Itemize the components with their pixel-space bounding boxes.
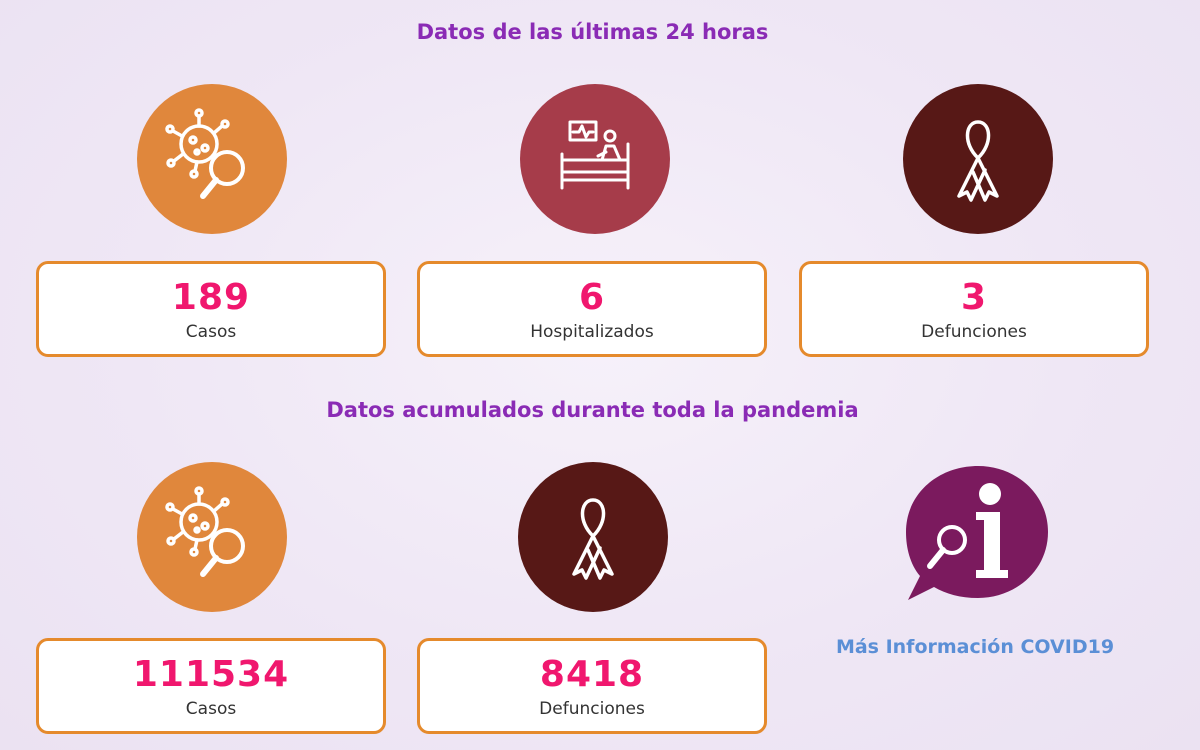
deaths-24h-value: 3 [960, 277, 988, 318]
info-bubble-icon[interactable] [898, 460, 1058, 610]
cases-24h-label: Casos [185, 322, 237, 342]
ribbon-icon [957, 120, 999, 202]
deaths-24h-icon [903, 84, 1053, 234]
cumulative-title: Datos acumulados durante toda la pandemi… [326, 398, 859, 422]
hospitalized-24h-card: 6 Hospitalizados [417, 261, 767, 357]
cases-cumulative-label: Casos [185, 699, 237, 719]
cases-24h-icon [137, 84, 287, 234]
cases-24h-value: 189 [171, 277, 251, 318]
deaths-24h-card: 3 Defunciones [799, 261, 1149, 357]
deaths-24h-label: Defunciones [921, 322, 1027, 342]
cases-cumulative-card: 111534 Casos [36, 638, 386, 734]
hospitalized-24h-label: Hospitalizados [530, 322, 654, 342]
cases-24h-card: 189 Casos [36, 261, 386, 357]
ribbon-icon [572, 498, 614, 580]
more-info-link[interactable]: Más Información COVID19 [835, 636, 1115, 658]
deaths-cumulative-value: 8418 [539, 654, 645, 695]
hospitalized-24h-icon [520, 84, 670, 234]
deaths-cumulative-label: Defunciones [539, 699, 645, 719]
virus-search-icon [165, 108, 245, 199]
virus-search-icon [165, 486, 245, 577]
cases-cumulative-icon [137, 462, 287, 612]
cases-cumulative-value: 111534 [132, 654, 290, 695]
deaths-cumulative-card: 8418 Defunciones [417, 638, 767, 734]
hospitalized-24h-value: 6 [578, 277, 606, 318]
hospital-bed-icon [560, 120, 630, 190]
deaths-cumulative-icon [518, 462, 668, 612]
last-24h-title: Datos de las últimas 24 horas [416, 20, 769, 44]
